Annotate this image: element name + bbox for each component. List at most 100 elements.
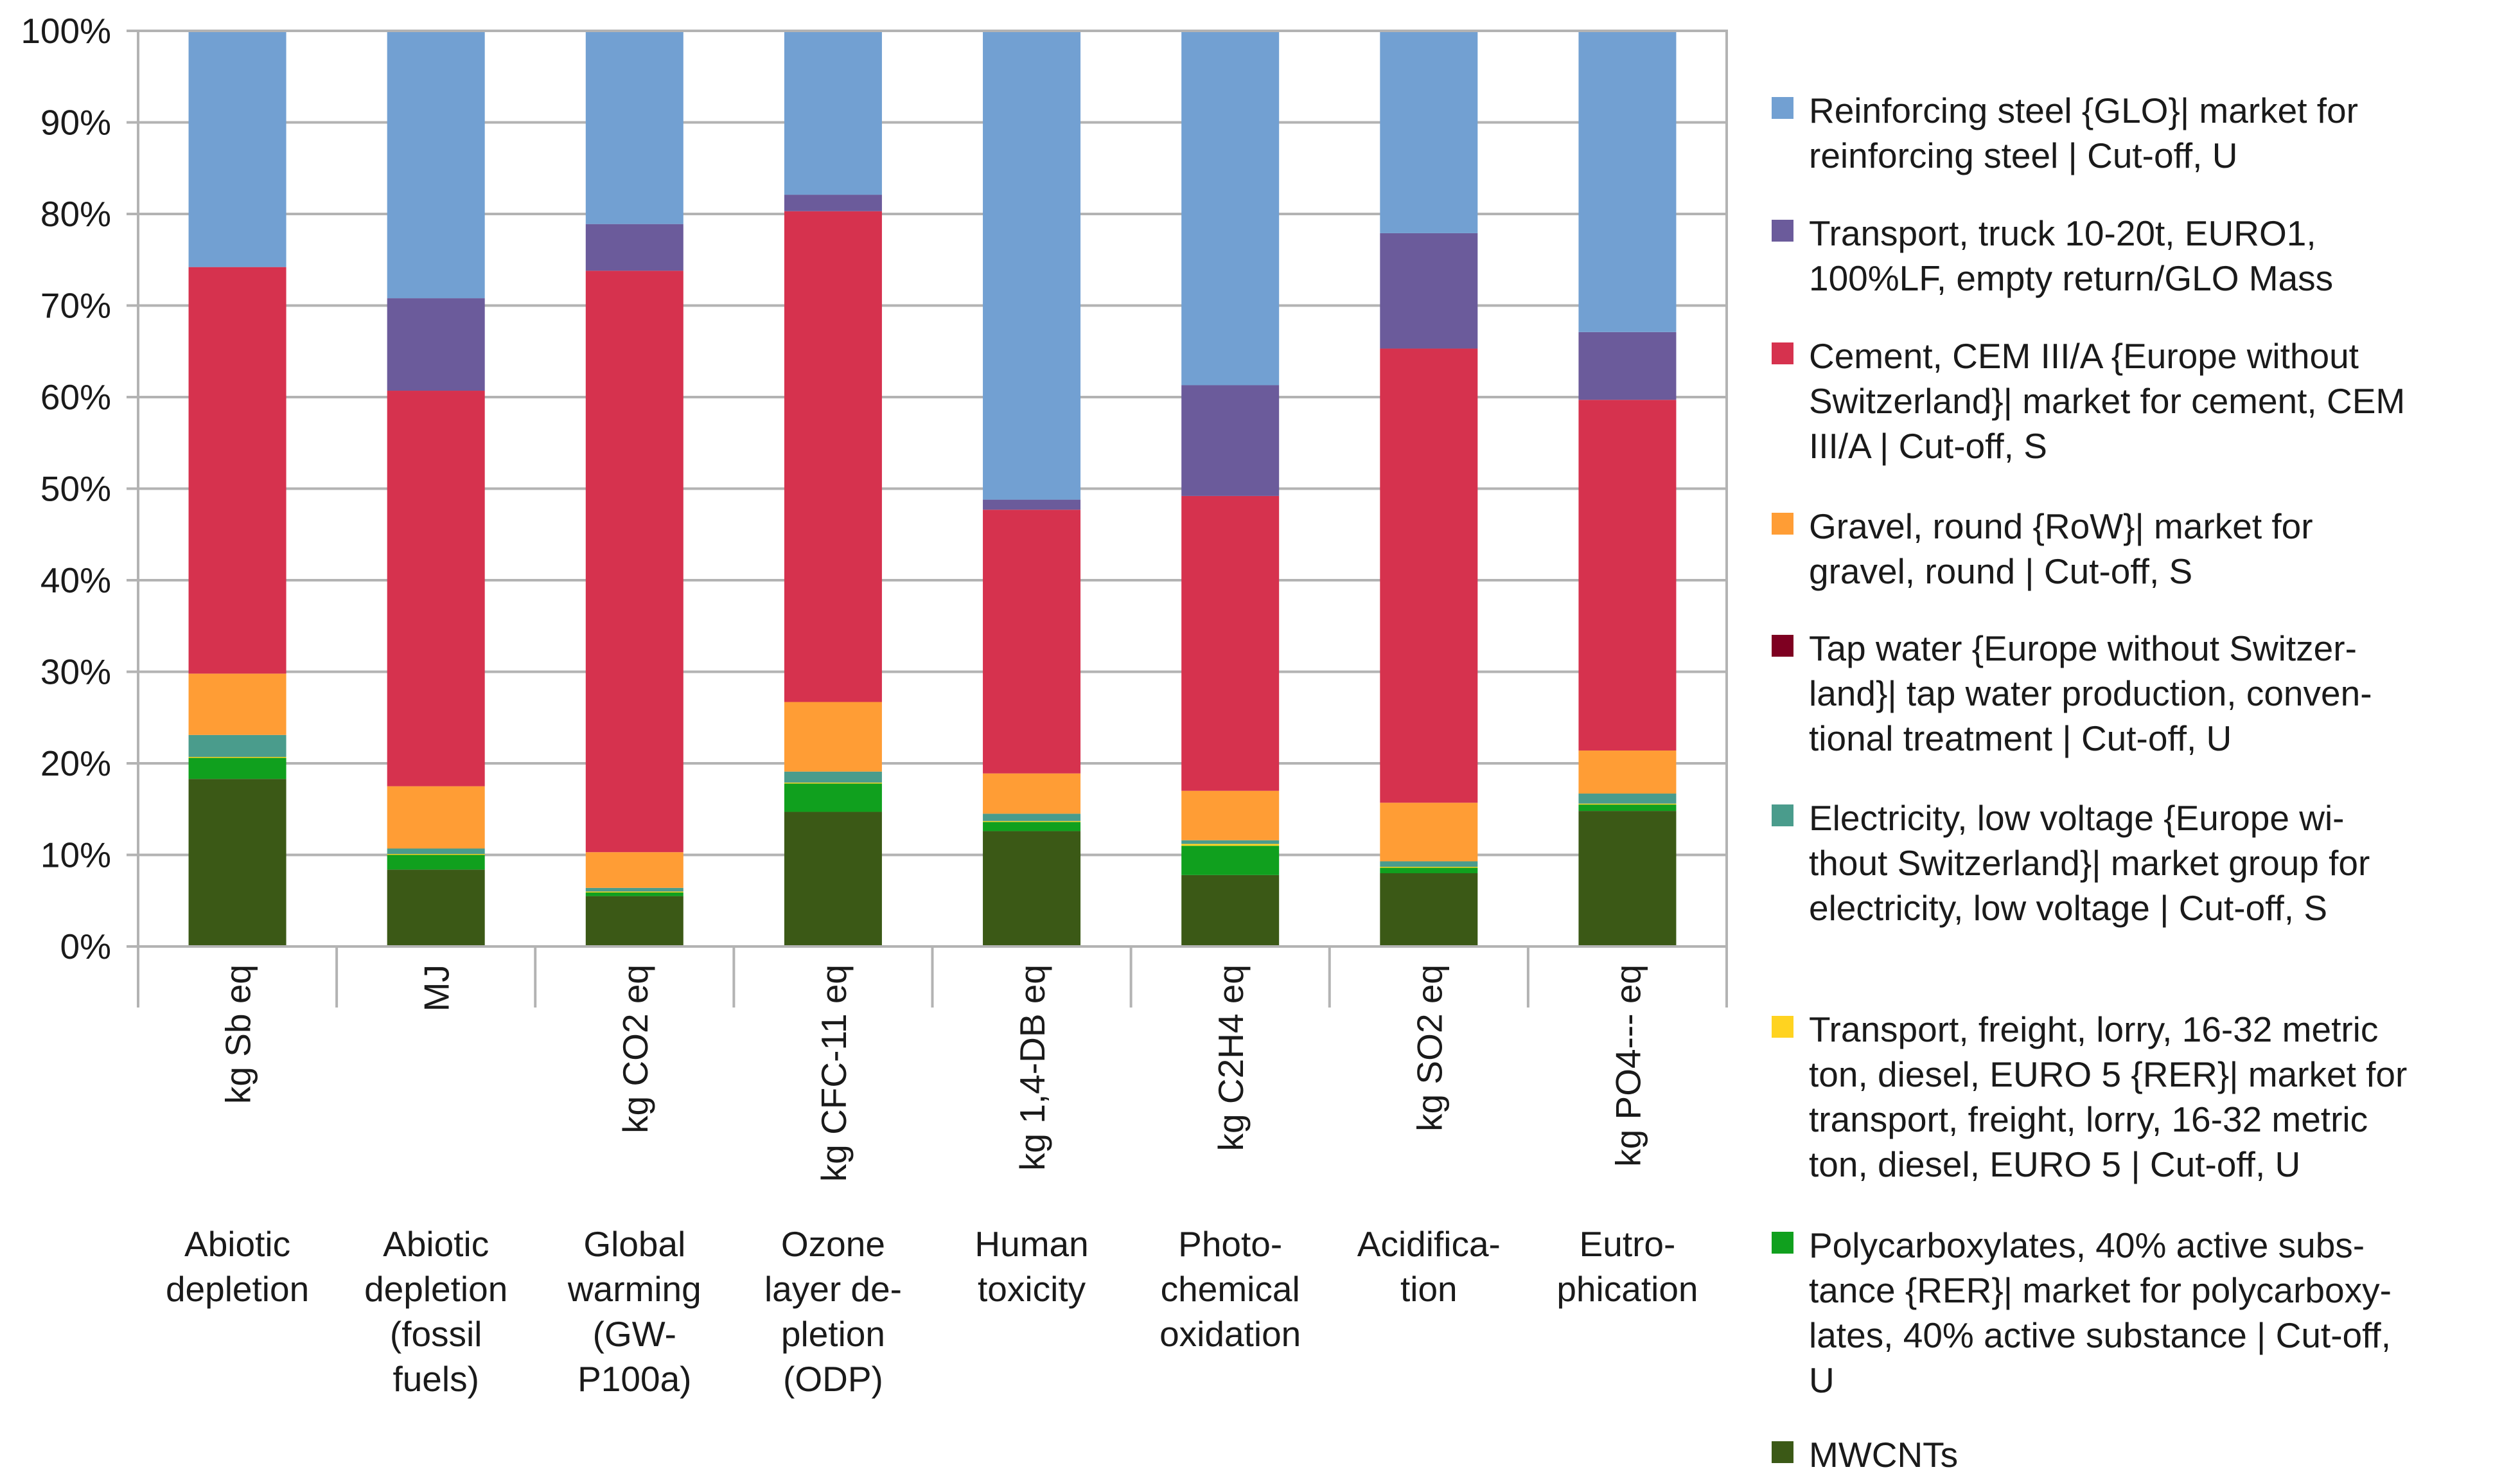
bar-segment <box>784 702 882 772</box>
bar-segment <box>188 267 286 674</box>
x-category-labels: kg Sb eq Abiotic depletion MJ Abiotic depleti… <box>166 964 1698 1399</box>
x-unit-label: kg C2H4 eq <box>1211 964 1251 1151</box>
bar-segment <box>585 224 683 271</box>
gridlines <box>127 30 1727 948</box>
bar-segment <box>387 869 485 946</box>
legend-entry: Polycarboxylates, 40% active subs- tance… <box>1772 1223 2510 1403</box>
bar-segment <box>983 773 1081 814</box>
y-tick-label: 60% <box>40 377 111 417</box>
y-tick-label: 10% <box>40 835 111 875</box>
bar-segment <box>1380 31 1478 233</box>
x-unit-label: kg SO2 eq <box>1409 964 1449 1132</box>
bar-segment <box>387 298 485 391</box>
bar-segment <box>585 31 683 224</box>
bar-segment <box>387 855 485 870</box>
legend-entry: Tap water {Europe without Switzer- land}… <box>1772 626 2510 761</box>
bar-segment <box>1578 804 1677 812</box>
x-category-name: Photo-chemical oxidation <box>1159 1224 1301 1354</box>
legend-label: MWCNTs <box>1809 1435 1959 1475</box>
y-tick-label: 50% <box>40 469 111 509</box>
bar-segment <box>784 195 882 211</box>
legend-swatch <box>1772 804 1793 826</box>
bar-segment <box>1181 790 1280 840</box>
bar-segment <box>784 812 882 946</box>
bar-segment <box>585 852 683 888</box>
x-unit-label: kg PO4--- eq <box>1608 964 1648 1167</box>
bar-segment <box>784 211 882 702</box>
bar-segment <box>1578 811 1677 946</box>
x-category-name: Abiotic depletion (fossil fuels) <box>364 1224 507 1399</box>
bar-segment <box>983 499 1081 510</box>
bar-segment <box>1181 875 1280 946</box>
bar-segment <box>1578 400 1677 751</box>
bar-segment <box>1380 867 1478 873</box>
bar-segment <box>387 786 485 849</box>
bar-segment <box>983 831 1081 946</box>
x-unit-label: kg Sb eq <box>218 964 258 1104</box>
y-tick-label: 100% <box>21 11 111 51</box>
bar-segment <box>1380 348 1478 803</box>
legend-swatch <box>1772 97 1793 119</box>
axes <box>137 30 1728 1008</box>
bar-segment <box>387 31 485 299</box>
bar-segment <box>188 779 286 946</box>
legend-swatch <box>1772 635 1793 657</box>
bar-segment <box>1181 495 1280 791</box>
legend-label: Transport, truck 10-20t, EURO1, 100%LF, … <box>1809 213 2334 298</box>
bar-segment <box>784 31 882 195</box>
bar-segment <box>1380 803 1478 862</box>
legend-entry: Reinforcing steel {GLO}| market for rein… <box>1772 88 2510 178</box>
legend-swatch <box>1772 1441 1793 1463</box>
legend-swatch <box>1772 220 1793 242</box>
bar-segment <box>1181 31 1280 386</box>
bar-segment <box>1578 794 1677 804</box>
x-category-name: Ozone layer de-pletion (ODP) <box>764 1224 902 1399</box>
bar-segment <box>1380 233 1478 349</box>
bar-segment <box>983 821 1081 822</box>
bars <box>188 31 1677 946</box>
bar-segment <box>188 758 286 779</box>
bar-segment <box>188 31 286 267</box>
bar-segment <box>784 771 882 783</box>
bar-segment <box>1181 844 1280 846</box>
y-tick-label: 30% <box>40 652 111 692</box>
bar-segment <box>585 887 683 892</box>
legend-swatch <box>1772 1232 1793 1254</box>
bar-segment <box>188 757 286 758</box>
bar-segment <box>784 783 882 812</box>
legend-entry: Transport, truck 10-20t, EURO1, 100%LF, … <box>1772 211 2510 301</box>
legend-entry: Cement, CEM III/A {Europe without Switze… <box>1772 333 2510 468</box>
x-category-name: Eutro-phication <box>1556 1224 1698 1309</box>
bar-segment <box>1578 750 1677 794</box>
legend-swatch <box>1772 342 1793 364</box>
x-category-name: Acidifica-tion <box>1357 1224 1501 1309</box>
bar-segment <box>1380 861 1478 867</box>
x-unit-label: kg 1,4-DB eq <box>1012 964 1052 1171</box>
bar-segment <box>1181 385 1280 496</box>
y-tick-label: 20% <box>40 743 111 783</box>
bar-segment <box>1578 332 1677 400</box>
bar-segment <box>1380 873 1478 946</box>
legend-label: Gravel, round {RoW}| market for gravel, … <box>1809 506 2313 591</box>
x-unit-label: MJ <box>417 964 457 1011</box>
x-category-name: Human toxicity <box>974 1224 1088 1309</box>
bar-segment <box>387 848 485 855</box>
y-tick-label: 90% <box>40 103 111 143</box>
bar-segment <box>983 822 1081 831</box>
bar-segment <box>188 673 286 735</box>
legend-entry: Gravel, round {RoW}| market for gravel, … <box>1772 504 2510 594</box>
bar-segment <box>983 813 1081 821</box>
bar-segment <box>983 510 1081 774</box>
y-tick-label: 0% <box>60 927 112 966</box>
legend-label: Polycarboxylates, 40% active subs- tance… <box>1809 1225 2392 1400</box>
x-category-name: Global warming (GW-P100a) <box>567 1224 701 1399</box>
bar-segment <box>1578 31 1677 332</box>
legend-swatch <box>1772 1016 1793 1038</box>
x-category-name: Abiotic depletion <box>166 1224 309 1309</box>
bar-segment <box>387 854 485 855</box>
legend-label: Transport, freight, lorry, 16-32 metric … <box>1809 1009 2408 1184</box>
legend-label: Tap water {Europe without Switzer- land}… <box>1809 628 2372 758</box>
legend-label: Cement, CEM III/A {Europe without Switze… <box>1809 336 2406 466</box>
bar-segment <box>585 271 683 853</box>
